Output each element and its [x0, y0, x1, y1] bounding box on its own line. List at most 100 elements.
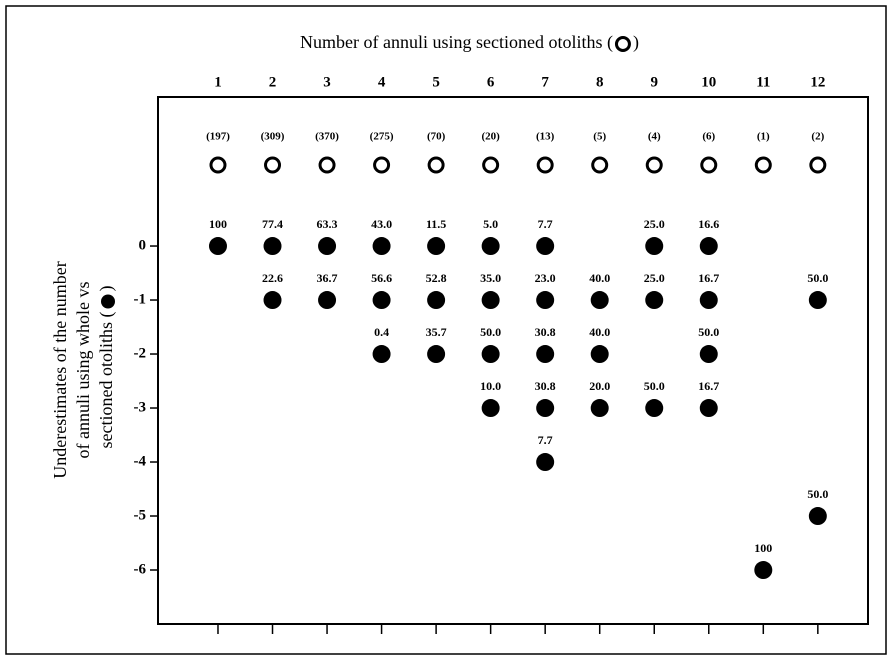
y-axis-title-line: sectioned otoliths ( [96, 312, 117, 449]
filled-circle [481, 237, 500, 256]
filled-circle [699, 237, 718, 256]
sample-size-label: (4) [648, 131, 661, 143]
filled-circle [645, 291, 664, 310]
y-tick-label: -5 [134, 507, 147, 523]
filled-circle [536, 399, 555, 418]
percent-label: 16.7 [698, 379, 719, 393]
x-tick-label: 2 [269, 74, 277, 90]
sample-size-label: (6) [702, 131, 715, 143]
filled-circle [427, 291, 446, 310]
sample-size-label: (275) [370, 131, 394, 143]
filled-circle [208, 237, 227, 256]
y-tick-label: -1 [134, 291, 147, 307]
percent-label: 40.0 [589, 271, 610, 285]
sample-size-label: (309) [261, 131, 285, 143]
legend-open-symbol [614, 36, 631, 52]
open-circle [482, 156, 500, 174]
sample-size-label: (370) [315, 131, 339, 143]
percent-label: 50.0 [698, 325, 719, 339]
filled-circle [536, 453, 555, 472]
open-circle [209, 156, 227, 174]
filled-circle [536, 345, 555, 364]
percent-label: 0.4 [374, 325, 389, 339]
open-circle [809, 156, 827, 174]
filled-circle [536, 291, 555, 310]
filled-circle [263, 237, 282, 256]
y-tick-label: -6 [134, 561, 147, 577]
percent-label: 36.7 [317, 271, 338, 285]
filled-circle [645, 399, 664, 418]
percent-label: 100 [209, 217, 227, 231]
filled-circle [699, 291, 718, 310]
y-axis-title-close: ) [96, 286, 117, 292]
sample-size-label: (1) [757, 131, 770, 143]
open-circle [373, 156, 391, 174]
filled-circle [699, 345, 718, 364]
percent-label: 20.0 [589, 379, 610, 393]
percent-label: 11.5 [426, 217, 446, 231]
open-circle [700, 156, 718, 174]
filled-circle [372, 291, 391, 310]
percent-label: 16.7 [698, 271, 719, 285]
filled-circle [481, 345, 500, 364]
percent-label: 43.0 [371, 217, 392, 231]
y-axis-title: Underestimates of the number of annuli us… [50, 261, 117, 478]
y-tick-label: -2 [134, 345, 147, 361]
sample-size-label: (13) [536, 131, 555, 143]
percent-label: 30.8 [535, 325, 556, 339]
plot-area [157, 96, 869, 625]
filled-circle [372, 345, 391, 364]
y-axis-title-line: of annuli using whole vs [73, 282, 93, 459]
legend-filled-symbol [101, 294, 115, 309]
x-tick-label: 11 [756, 74, 770, 90]
sample-size-label: (5) [593, 131, 606, 143]
filled-circle [536, 237, 555, 256]
filled-circle [481, 399, 500, 418]
percent-label: 52.8 [426, 271, 447, 285]
percent-label: 22.6 [262, 271, 283, 285]
percent-label: 35.7 [426, 325, 447, 339]
percent-label: 63.3 [317, 217, 338, 231]
open-circle [264, 156, 282, 174]
percent-label: 7.7 [538, 217, 553, 231]
percent-label: 7.7 [538, 433, 553, 447]
percent-label: 100 [754, 541, 772, 555]
percent-label: 30.8 [535, 379, 556, 393]
percent-label: 35.0 [480, 271, 501, 285]
percent-label: 50.0 [480, 325, 501, 339]
x-axis-title: Number of annuli using sectioned otolith… [300, 32, 613, 53]
x-axis-title-close: ) [633, 32, 639, 53]
percent-label: 5.0 [483, 217, 498, 231]
y-tick-label: -4 [134, 453, 147, 469]
x-tick-label: 6 [487, 74, 495, 90]
open-circle [754, 156, 772, 174]
filled-circle [808, 507, 827, 526]
open-circle [427, 156, 445, 174]
x-tick-label: 3 [323, 74, 331, 90]
filled-circle [318, 237, 337, 256]
filled-circle [808, 291, 827, 310]
percent-label: 10.0 [480, 379, 501, 393]
filled-circle [481, 291, 500, 310]
frame [5, 5, 887, 655]
filled-circle [263, 291, 282, 310]
percent-label: 50.0 [644, 379, 665, 393]
x-tick-label: 9 [650, 74, 658, 90]
percent-label: 56.6 [371, 271, 392, 285]
x-tick-label: 8 [596, 74, 604, 90]
open-circle [645, 156, 663, 174]
filled-circle [590, 345, 609, 364]
x-tick-label: 7 [541, 74, 549, 90]
y-tick-label: -3 [134, 399, 147, 415]
filled-circle [427, 345, 446, 364]
percent-label: 50.0 [807, 271, 828, 285]
percent-label: 40.0 [589, 325, 610, 339]
filled-circle [590, 399, 609, 418]
filled-circle [372, 237, 391, 256]
filled-circle [754, 561, 773, 580]
y-axis-title-line: Underestimates of the number [50, 261, 70, 478]
filled-circle [318, 291, 337, 310]
sample-size-label: (197) [206, 131, 230, 143]
filled-circle [427, 237, 446, 256]
